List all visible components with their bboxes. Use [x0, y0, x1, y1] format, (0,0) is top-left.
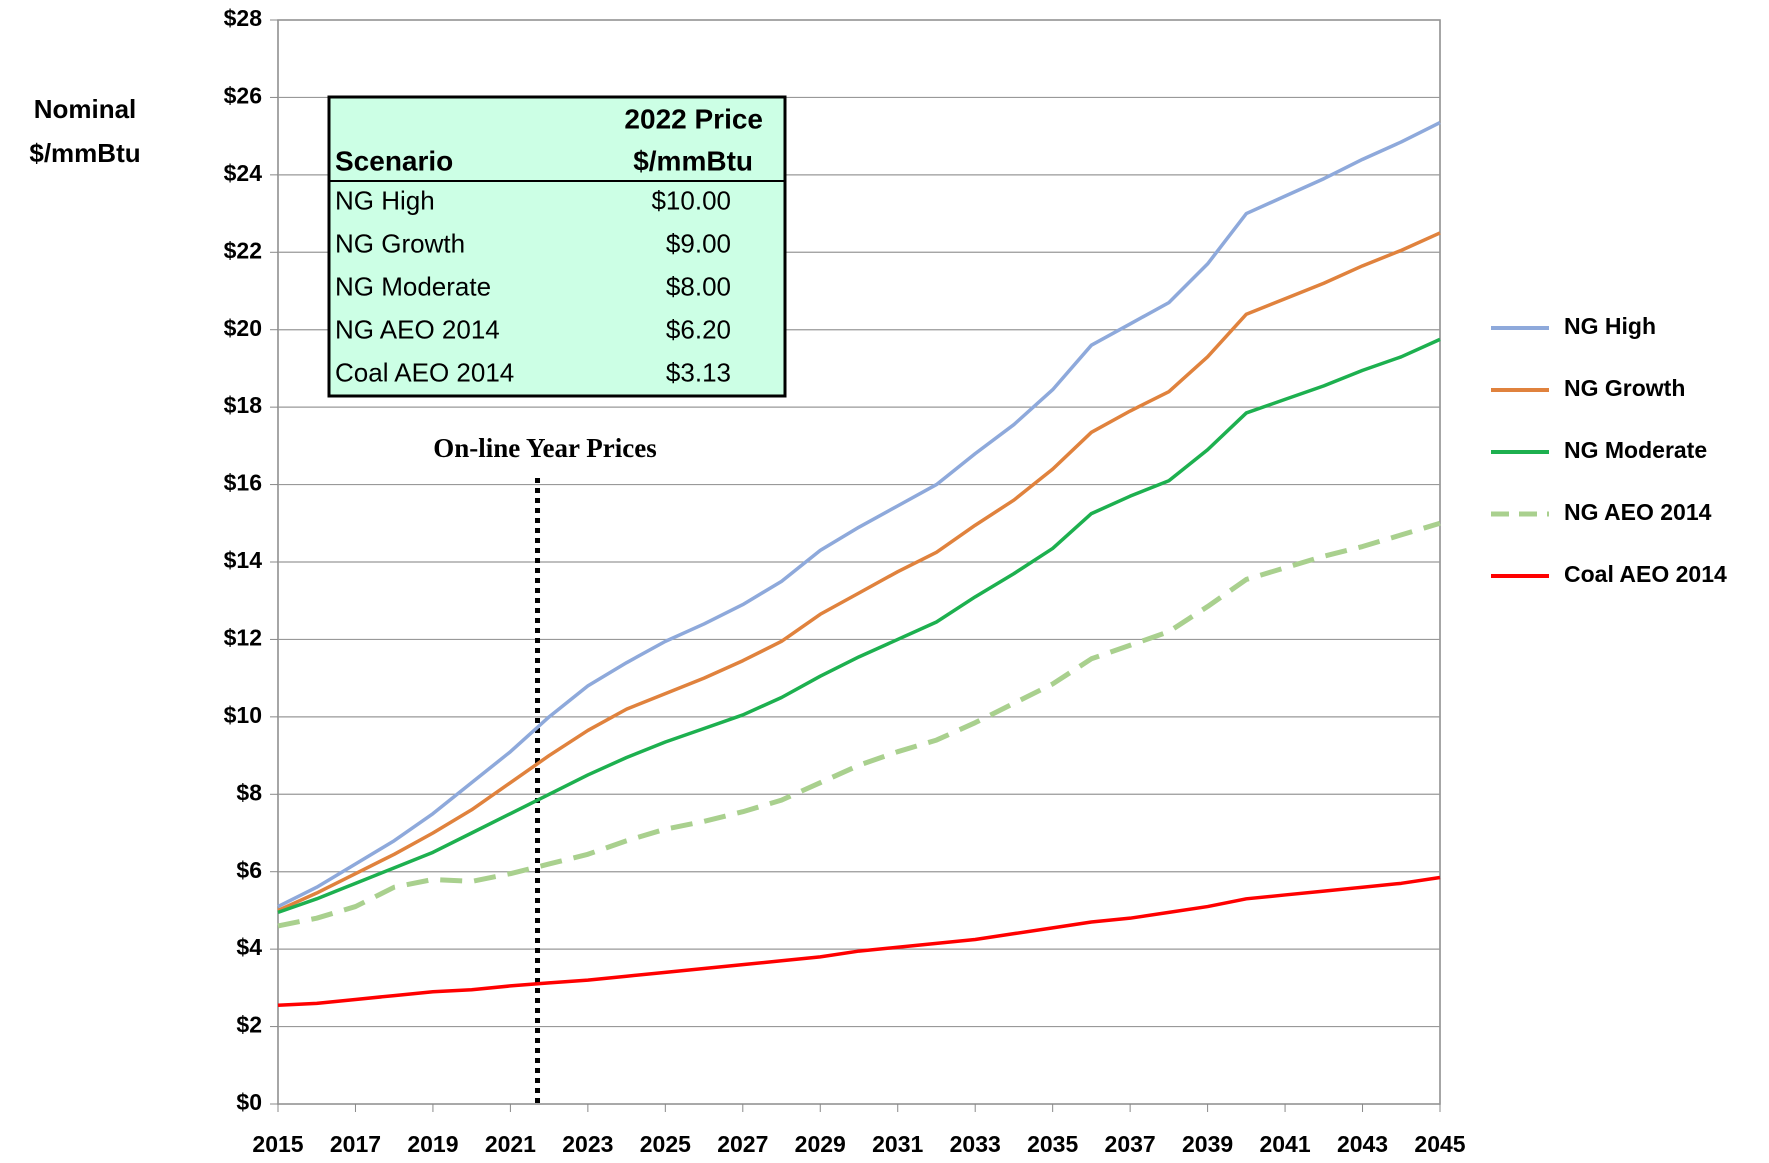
- y-tick-label: $2: [236, 1012, 262, 1038]
- x-tick-label: 2033: [950, 1131, 1001, 1157]
- x-tick-label: 2031: [872, 1131, 923, 1157]
- y-axis-label: $/mmBtu: [29, 138, 140, 168]
- y-tick-label: $24: [224, 160, 263, 186]
- y-tick-label: $16: [224, 470, 262, 496]
- series-line: [277, 875, 1441, 1008]
- table-cell: $3.13: [666, 357, 731, 387]
- x-tick-label: 2039: [1182, 1131, 1233, 1157]
- legend-label: Coal AEO 2014: [1564, 561, 1727, 587]
- y-tick-label: $20: [224, 315, 262, 341]
- y-tick-label: $8: [236, 779, 262, 805]
- table-cell: $8.00: [666, 271, 731, 301]
- annotation-text: On-line Year Prices: [433, 433, 656, 463]
- x-tick-label: 2021: [485, 1131, 536, 1157]
- y-tick-label: $0: [236, 1089, 262, 1115]
- y-tick-label: $10: [224, 702, 262, 728]
- legend-label: NG High: [1564, 313, 1656, 339]
- table-cell: NG AEO 2014: [335, 314, 500, 344]
- x-tick-label: 2041: [1259, 1131, 1310, 1157]
- legend-label: NG Growth: [1564, 375, 1685, 401]
- legend-label: NG Moderate: [1564, 437, 1707, 463]
- table-cell: NG Growth: [335, 228, 465, 258]
- x-tick-label: 2017: [330, 1131, 381, 1157]
- y-tick-label: $6: [236, 857, 262, 883]
- y-axis-label: Nominal: [34, 94, 137, 124]
- x-tick-label: 2037: [1105, 1131, 1156, 1157]
- y-tick-label: $26: [224, 83, 262, 109]
- y-tick-label: $14: [224, 547, 263, 573]
- table-cell: $9.00: [666, 228, 731, 258]
- x-tick-label: 2023: [562, 1131, 613, 1157]
- x-tick-label: 2025: [640, 1131, 691, 1157]
- table-cell: Coal AEO 2014: [335, 357, 514, 387]
- y-tick-label: $22: [224, 237, 262, 263]
- y-tick-label: $18: [224, 392, 263, 418]
- y-tick-label: $4: [236, 934, 262, 960]
- y-tick-label: $28: [224, 5, 263, 31]
- x-tick-label: 2019: [407, 1131, 458, 1157]
- series-line: [277, 520, 1441, 929]
- series-line: [277, 337, 1441, 915]
- x-tick-label: 2029: [795, 1131, 846, 1157]
- table-cell: $10.00: [651, 185, 731, 215]
- series-line: [277, 121, 1441, 909]
- table-header: 2022 Price: [624, 103, 763, 134]
- table-cell: NG High: [335, 185, 435, 215]
- x-tick-label: 2043: [1337, 1131, 1388, 1157]
- x-tick-label: 2027: [717, 1131, 768, 1157]
- y-tick-label: $12: [224, 625, 262, 651]
- table-cell: $6.20: [666, 314, 731, 344]
- series-line: [277, 231, 1441, 913]
- table-header: $/mmBtu: [633, 145, 753, 176]
- table-box: [327, 95, 787, 398]
- table-cell: NG Moderate: [335, 271, 491, 301]
- table-header: Scenario: [335, 145, 453, 176]
- x-tick-label: 2035: [1027, 1131, 1078, 1157]
- x-tick-label: 2015: [252, 1131, 303, 1157]
- legend-label: NG AEO 2014: [1564, 499, 1712, 525]
- x-tick-label: 2045: [1414, 1131, 1465, 1157]
